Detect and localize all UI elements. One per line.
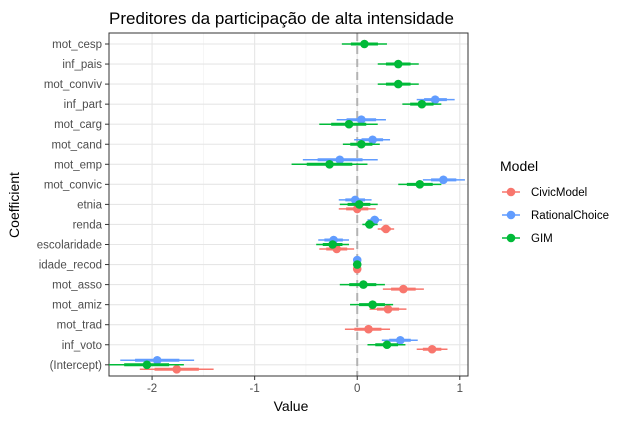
series-GIM bbox=[109, 39, 442, 370]
y-tick-label: mot_conviv bbox=[44, 79, 102, 91]
point-mot_asso bbox=[359, 280, 368, 289]
point-mot_amiz bbox=[368, 300, 377, 309]
x-tick-label: 0 bbox=[354, 383, 360, 395]
point-mot_cand bbox=[368, 135, 377, 145]
y-tick-label: idade_recod bbox=[39, 260, 102, 272]
y-tick-label: mot_convic bbox=[44, 179, 102, 191]
legend-key-point bbox=[506, 187, 516, 197]
legend-title: Model bbox=[500, 158, 538, 174]
point-renda bbox=[365, 220, 374, 229]
y-tick-label: renda bbox=[73, 219, 103, 231]
legend-key-point bbox=[506, 210, 516, 220]
y-tick-label: mot_cesp bbox=[52, 39, 102, 51]
point-inf_pais bbox=[393, 59, 403, 69]
y-tick-label: inf_pais bbox=[62, 59, 102, 71]
legend-label: GIM bbox=[531, 233, 553, 245]
x-tick-label: 1 bbox=[457, 383, 463, 395]
point-mot_amiz bbox=[383, 304, 393, 314]
legend-label: RationalChoice bbox=[531, 210, 609, 222]
point-inf_voto bbox=[382, 340, 392, 350]
point-mot_emp bbox=[335, 155, 345, 165]
y-tick-label: mot_carg bbox=[54, 119, 102, 131]
y-tick-label: mot_amiz bbox=[52, 300, 102, 312]
legend: Model CivicModel RationalChoice GIM bbox=[500, 158, 609, 245]
point-mot_carg bbox=[357, 115, 366, 124]
y-tick-label: mot_cand bbox=[51, 139, 102, 151]
legend-entries: CivicModel RationalChoice GIM bbox=[502, 187, 609, 245]
series-CivicModel bbox=[139, 204, 448, 374]
y-tick-label: escolaridade bbox=[37, 240, 102, 252]
point-mot_carg bbox=[344, 119, 354, 129]
point-mot_trad bbox=[364, 324, 373, 334]
point-mot_conviv bbox=[393, 79, 403, 89]
point-(Intercept) bbox=[142, 360, 152, 370]
point-mot_emp bbox=[325, 160, 334, 169]
y-tick-label: mot_emp bbox=[54, 159, 102, 171]
y-tick-label: (Intercept) bbox=[50, 360, 103, 372]
point-renda bbox=[381, 224, 391, 234]
point-mot_cesp bbox=[360, 39, 369, 49]
y-tick-label: mot_asso bbox=[52, 280, 102, 292]
point-(Intercept) bbox=[172, 365, 181, 374]
point-inf_part bbox=[430, 95, 440, 104]
point-mot_cand bbox=[357, 139, 366, 149]
y-axis-label: Coefficient bbox=[6, 172, 22, 238]
point-idade_recod bbox=[352, 260, 362, 269]
point-inf_voto bbox=[427, 344, 437, 354]
x-axis-label: Value bbox=[274, 398, 309, 414]
point-inf_part bbox=[417, 99, 427, 109]
point-(Intercept) bbox=[152, 356, 162, 365]
point-mot_convic bbox=[439, 175, 448, 185]
y-tick-label: inf_part bbox=[64, 99, 103, 111]
y-tick-label: mot_trad bbox=[57, 320, 102, 332]
point-mot_convic bbox=[415, 180, 425, 189]
point-etnia bbox=[354, 200, 364, 209]
point-inf_voto bbox=[396, 335, 405, 345]
x-tick-label: -1 bbox=[250, 383, 260, 395]
legend-key-point bbox=[506, 233, 516, 243]
y-tick-label: inf_voto bbox=[62, 340, 102, 352]
legend-label: CivicModel bbox=[531, 187, 587, 199]
x-tick-label: -2 bbox=[147, 383, 157, 395]
point-escolaridade bbox=[328, 240, 337, 249]
point-mot_asso bbox=[399, 284, 408, 294]
chart-title: Preditores da participação de alta inten… bbox=[109, 9, 454, 28]
y-tick-label: etnia bbox=[77, 199, 103, 211]
